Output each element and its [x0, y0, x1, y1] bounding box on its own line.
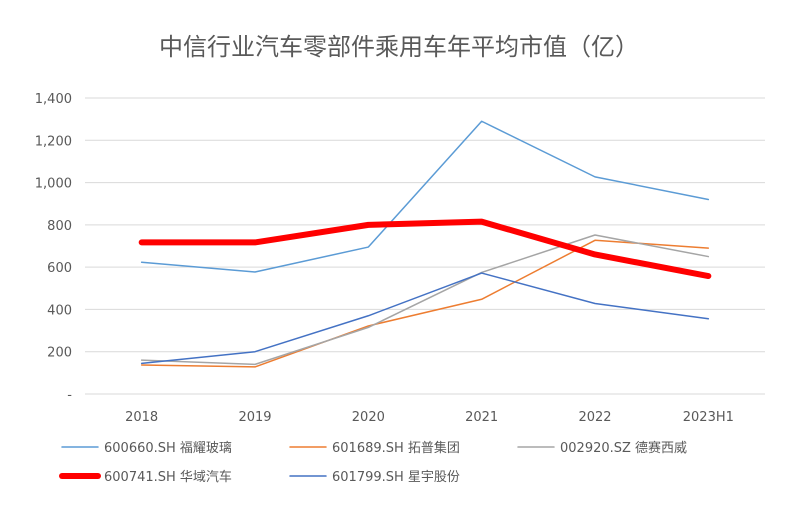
chart-title: 中信行业汽车零部件乘用车年平均市值（亿）	[159, 33, 639, 61]
y-tick-label: 200	[47, 346, 72, 361]
legend-label: 601689.SH 拓普集团	[332, 440, 460, 456]
y-tick-label: 800	[47, 219, 72, 234]
x-axis-ticks: 2018 2019 2020 2021 2022 2023H1	[125, 410, 734, 425]
series-line-1	[142, 121, 709, 272]
y-tick-label: -	[67, 388, 72, 403]
series-line-3	[142, 235, 709, 364]
y-tick-label: 600	[47, 261, 72, 276]
x-tick-label: 2020	[352, 410, 385, 425]
legend-label: 601799.SH 星宇股份	[332, 470, 460, 485]
x-tick-label: 2021	[465, 410, 498, 425]
y-axis-ticks: - 200 400 600 800 1,000 1,200 1,400	[35, 92, 73, 403]
legend: 600660.SH 福耀玻璃 601689.SH 拓普集团 002920.SZ 德赛…	[62, 440, 687, 485]
x-tick-label: 2023H1	[683, 410, 734, 425]
y-tick-label: 1,400	[35, 92, 72, 107]
y-tick-label: 1,200	[35, 134, 72, 149]
series-line-5	[142, 273, 709, 363]
grid-lines	[85, 98, 765, 394]
x-tick-label: 2018	[125, 410, 158, 425]
legend-label: 600660.SH 福耀玻璃	[104, 441, 232, 456]
series-lines	[142, 121, 709, 367]
y-tick-label: 400	[47, 303, 72, 318]
y-tick-label: 1,000	[35, 177, 72, 192]
legend-label: 600741.SH 华域汽车	[104, 469, 232, 485]
series-line-4	[142, 222, 709, 276]
x-tick-label: 2022	[578, 410, 611, 425]
legend-label: 002920.SZ 德赛西威	[560, 440, 687, 456]
x-tick-label: 2019	[238, 410, 271, 425]
